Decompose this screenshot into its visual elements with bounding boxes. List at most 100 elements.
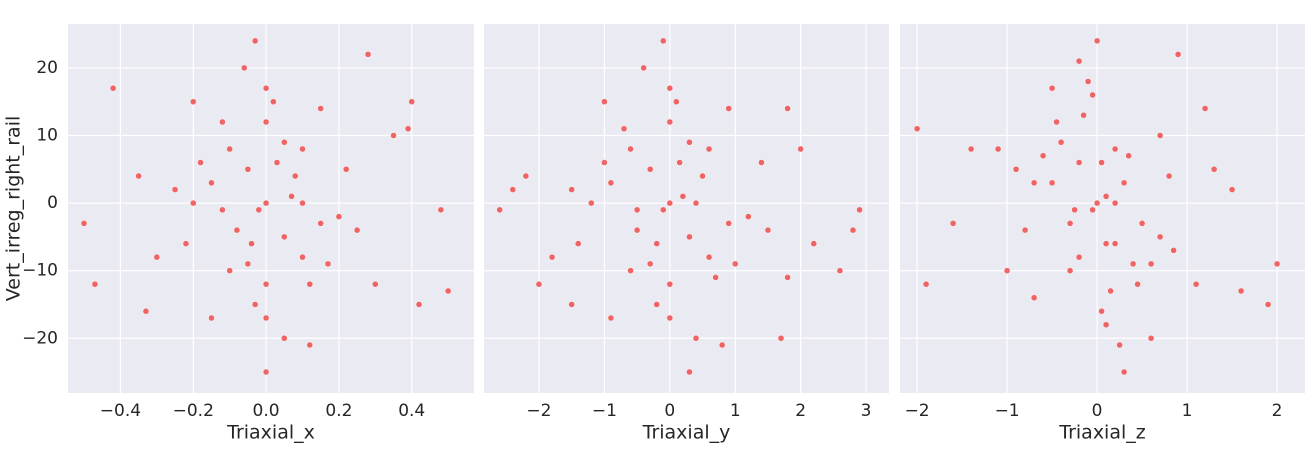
point bbox=[317, 105, 324, 112]
plot-background bbox=[68, 24, 474, 393]
point bbox=[1075, 57, 1083, 65]
point bbox=[601, 159, 608, 166]
x-tick-label: 1 bbox=[1182, 401, 1193, 421]
point bbox=[797, 145, 804, 153]
point bbox=[699, 172, 706, 180]
point bbox=[1237, 287, 1245, 295]
point bbox=[219, 206, 226, 214]
point bbox=[226, 145, 233, 153]
point bbox=[1125, 152, 1132, 159]
point bbox=[836, 267, 844, 274]
point bbox=[1210, 166, 1218, 173]
point bbox=[1066, 267, 1074, 274]
x-tick-label: 0.0 bbox=[253, 401, 280, 421]
point bbox=[1228, 186, 1236, 193]
point bbox=[390, 132, 397, 139]
point bbox=[142, 308, 150, 315]
x-tick-label: −2 bbox=[905, 401, 930, 421]
point bbox=[627, 145, 634, 153]
plot-background bbox=[484, 24, 889, 393]
point bbox=[1201, 105, 1209, 112]
point bbox=[620, 125, 628, 132]
point bbox=[1071, 206, 1078, 214]
point bbox=[1030, 179, 1038, 187]
point bbox=[653, 240, 660, 247]
point bbox=[1138, 220, 1146, 227]
point bbox=[673, 98, 680, 105]
point bbox=[548, 253, 556, 261]
point bbox=[1089, 91, 1096, 99]
point bbox=[171, 186, 179, 193]
point bbox=[273, 159, 281, 166]
point bbox=[288, 193, 295, 200]
point bbox=[784, 274, 791, 281]
point bbox=[255, 206, 263, 214]
x-tick-label: −1 bbox=[592, 401, 617, 421]
point bbox=[633, 206, 641, 214]
point bbox=[109, 85, 117, 92]
point bbox=[335, 213, 343, 220]
point bbox=[686, 368, 693, 376]
point bbox=[190, 199, 197, 207]
point bbox=[244, 166, 252, 173]
point bbox=[676, 159, 683, 166]
point bbox=[1156, 132, 1164, 139]
y-tick-label: −20 bbox=[22, 328, 58, 348]
point bbox=[404, 125, 412, 132]
point bbox=[1116, 341, 1123, 349]
point bbox=[1111, 145, 1119, 153]
point bbox=[292, 172, 299, 180]
point bbox=[219, 118, 226, 126]
x-tick-label: 0 bbox=[664, 401, 675, 421]
x-axis-label: Triaxial_x bbox=[226, 422, 315, 444]
point bbox=[646, 260, 654, 268]
point bbox=[1039, 152, 1047, 159]
point bbox=[1053, 118, 1060, 126]
point bbox=[1147, 260, 1155, 268]
x-tick-label: −2 bbox=[526, 401, 551, 421]
point bbox=[262, 368, 270, 376]
point bbox=[496, 206, 503, 214]
point bbox=[1075, 253, 1083, 261]
point bbox=[270, 98, 277, 105]
x-tick-label: 2 bbox=[795, 401, 806, 421]
point bbox=[692, 199, 700, 207]
point bbox=[1021, 226, 1029, 234]
point bbox=[1147, 335, 1155, 342]
point bbox=[208, 314, 215, 322]
point bbox=[262, 314, 270, 322]
point bbox=[1084, 78, 1092, 85]
point bbox=[364, 51, 372, 58]
point bbox=[725, 220, 732, 227]
point bbox=[1098, 159, 1105, 166]
point bbox=[1102, 321, 1110, 328]
point bbox=[660, 37, 667, 45]
point bbox=[922, 280, 930, 288]
point bbox=[745, 213, 752, 220]
point bbox=[306, 341, 313, 349]
point bbox=[281, 233, 288, 241]
x-tick-label: 0 bbox=[1092, 401, 1103, 421]
point bbox=[262, 118, 270, 126]
x-tick-label: 0.4 bbox=[398, 401, 425, 421]
point bbox=[1156, 233, 1164, 241]
point bbox=[306, 280, 313, 288]
point bbox=[718, 341, 726, 349]
y-tick-label: 10 bbox=[36, 126, 58, 146]
point bbox=[692, 335, 700, 342]
point bbox=[1030, 294, 1038, 301]
point bbox=[1129, 260, 1137, 268]
point bbox=[415, 301, 423, 308]
point bbox=[1174, 51, 1182, 58]
point bbox=[712, 274, 719, 281]
point bbox=[666, 118, 674, 126]
point bbox=[633, 226, 641, 234]
point bbox=[607, 179, 615, 187]
point bbox=[679, 193, 687, 200]
point bbox=[1120, 368, 1128, 376]
point bbox=[1111, 240, 1119, 247]
point bbox=[1273, 260, 1281, 268]
point bbox=[248, 240, 255, 247]
point bbox=[627, 267, 634, 274]
point bbox=[262, 199, 270, 207]
